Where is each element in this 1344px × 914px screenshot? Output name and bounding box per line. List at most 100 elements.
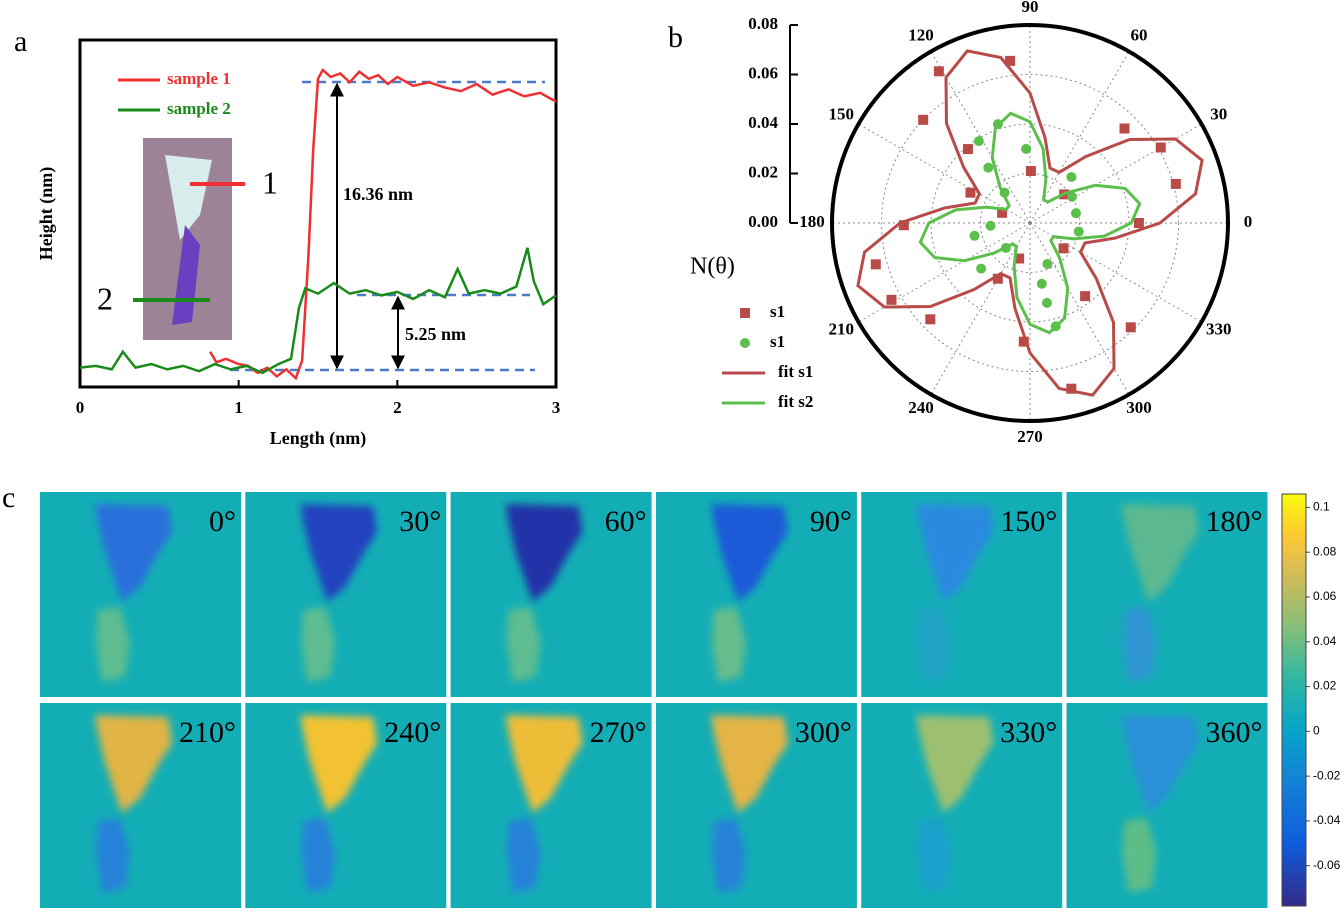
grid-spoke xyxy=(858,123,1031,224)
theta-tick-label: 90 xyxy=(1022,0,1039,16)
strip-signal xyxy=(711,607,746,682)
heatmap-tile: 150° xyxy=(861,492,1063,697)
heatmap-tile: 60° xyxy=(450,492,652,697)
strip-signal xyxy=(1122,607,1157,682)
data-point xyxy=(1170,178,1181,189)
heatmap-tile: 210° xyxy=(40,703,241,908)
heatmap-tile: 270° xyxy=(450,703,652,908)
legend-label: fit s2 xyxy=(778,392,813,411)
r-axis-label: N(θ) xyxy=(690,254,735,280)
data-point xyxy=(983,162,994,173)
data-point xyxy=(1066,191,1077,202)
angle-label: 30° xyxy=(399,505,441,538)
r-tick-label: 0.00 xyxy=(748,212,778,231)
data-point xyxy=(962,144,973,155)
colorbar-tick-label: 0.1 xyxy=(1313,500,1330,514)
grid-spoke xyxy=(1029,222,1202,323)
heatmap-tile: 240° xyxy=(245,703,447,908)
strip-signal xyxy=(1122,818,1157,893)
strip-signal xyxy=(301,607,336,682)
polar-frame xyxy=(830,23,1230,423)
data-point xyxy=(1066,172,1077,183)
reference-lines xyxy=(230,80,545,372)
heatmap-tile: 360° xyxy=(1066,703,1268,908)
data-point xyxy=(886,294,897,305)
angle-label: 210° xyxy=(179,716,236,749)
fit-curve xyxy=(856,49,1204,397)
angle-label: 360° xyxy=(1206,716,1263,749)
legend-label: s1 xyxy=(770,332,785,351)
grid-spoke xyxy=(1029,51,1130,224)
x-tick-label: 3 xyxy=(552,398,561,417)
data-point xyxy=(976,263,987,274)
flake-signal xyxy=(300,504,378,602)
theta-tick-label: 120 xyxy=(908,26,934,45)
colorbar-tick-label: 0.06 xyxy=(1313,589,1337,603)
angle-label: 270° xyxy=(590,716,647,749)
grid-spoke xyxy=(930,222,1031,395)
data-point xyxy=(1005,55,1016,66)
data-point xyxy=(985,220,996,231)
data-point xyxy=(1042,259,1053,270)
theta-tick-label: 300 xyxy=(1126,398,1152,417)
data-point xyxy=(965,187,976,198)
flake-signal xyxy=(300,715,378,813)
legend-label: sample 2 xyxy=(167,99,231,118)
data-point xyxy=(997,207,1008,218)
heatmap-tile: 90° xyxy=(655,492,857,697)
strip-signal xyxy=(917,607,952,682)
legend-swatch xyxy=(740,308,750,318)
colorbar xyxy=(1281,493,1307,907)
data-point xyxy=(925,314,936,325)
data-point xyxy=(1036,278,1047,289)
colorbar-tick-label: 0.04 xyxy=(1313,634,1337,648)
plot-frame xyxy=(78,38,558,389)
theta-tick-label: 240 xyxy=(908,398,934,417)
x-axis-label: Length (nm) xyxy=(270,428,367,449)
legend-swatch xyxy=(740,338,750,348)
heatmap-tile: 330° xyxy=(861,703,1063,908)
heatmap-tile: 300° xyxy=(655,703,857,908)
data-point xyxy=(973,136,984,147)
inset-image xyxy=(143,138,232,340)
colorbar-tick-label: -0.06 xyxy=(1313,858,1341,872)
panel-label: b xyxy=(668,21,683,54)
angle-label: 300° xyxy=(795,716,852,749)
theta-tick-label: 330 xyxy=(1206,319,1232,338)
angle-label: 0° xyxy=(209,505,236,538)
strip-signal xyxy=(96,607,130,682)
data-point xyxy=(1021,143,1032,154)
data-point xyxy=(1155,142,1166,153)
strip-signal xyxy=(96,818,130,893)
theta-tick-label: 270 xyxy=(1017,427,1043,446)
x-tick-label: 2 xyxy=(393,398,402,417)
annotation: 16.36 nm xyxy=(343,184,413,204)
data-point xyxy=(1066,383,1077,394)
flake-signal xyxy=(916,504,994,602)
data-point xyxy=(969,230,980,241)
flake-signal xyxy=(1121,504,1199,602)
theta-tick-label: 0 xyxy=(1244,212,1253,231)
legend-label: fit s1 xyxy=(778,362,813,381)
strip-signal xyxy=(711,818,746,893)
data-point xyxy=(918,114,929,125)
theta-tick-label: 210 xyxy=(828,319,854,338)
angle-label: 150° xyxy=(1000,505,1057,538)
angle-label: 180° xyxy=(1206,505,1263,538)
panel-label: c xyxy=(2,481,15,514)
data-point xyxy=(1125,322,1136,333)
data-point xyxy=(1018,336,1029,347)
flake-signal xyxy=(95,504,172,602)
legend-label: sample 1 xyxy=(167,69,231,88)
flake-signal xyxy=(916,715,994,813)
theta-tick-label: 150 xyxy=(828,104,854,123)
data-point xyxy=(1080,291,1091,302)
colorbar-tick-label: -0.04 xyxy=(1313,813,1341,827)
y-axis-label: Height (nm) xyxy=(36,167,57,261)
fit-curve xyxy=(918,111,1142,335)
colorbar-tick-label: -0.02 xyxy=(1313,768,1341,782)
angle-label: 90° xyxy=(810,505,852,538)
inset-label: 2 xyxy=(97,280,113,316)
flake-signal xyxy=(505,715,583,813)
